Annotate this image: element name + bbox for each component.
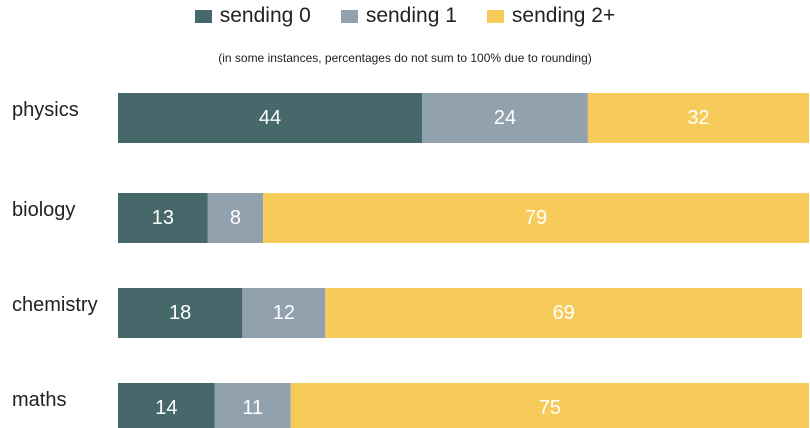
rounding-note: (in some instances, percentages do not s… xyxy=(218,51,592,65)
legend-swatch-sending-0 xyxy=(194,9,212,23)
value-label-biology-series-1: 8 xyxy=(230,207,241,229)
category-label-maths: maths xyxy=(12,389,66,411)
bar-biology-series-1 xyxy=(207,193,264,243)
legend-item-sending-0: sending 0 xyxy=(194,4,311,28)
bar-biology-series-2 xyxy=(263,193,809,243)
legend-label-sending-0: sending 0 xyxy=(219,4,311,27)
value-label-chemistry-series-2: 69 xyxy=(553,302,575,324)
legend-swatch-sending-1 xyxy=(340,9,358,23)
category-label-physics: physics xyxy=(12,99,79,121)
category-label-biology: biology xyxy=(12,199,75,221)
value-label-chemistry-series-1: 12 xyxy=(273,302,295,324)
bar-physics-series-2 xyxy=(587,93,809,143)
value-label-biology-series-2: 79 xyxy=(525,207,547,229)
chart-legend: sending 0 sending 1 sending 2+ xyxy=(0,4,810,28)
value-label-chemistry-series-0: 18 xyxy=(169,302,191,324)
value-label-maths-series-2: 75 xyxy=(539,397,561,419)
bar-chemistry-series-1 xyxy=(242,288,326,338)
legend-label-sending-1: sending 1 xyxy=(365,4,457,27)
bar-physics-series-0 xyxy=(118,93,423,143)
category-label-chemistry: chemistry xyxy=(12,294,98,316)
bar-maths-series-0 xyxy=(118,383,215,428)
legend-label-sending-2plus: sending 2+ xyxy=(511,4,616,27)
value-label-physics-series-2: 32 xyxy=(687,107,709,129)
value-label-physics-series-0: 44 xyxy=(259,107,281,129)
value-label-physics-series-1: 24 xyxy=(494,107,516,129)
legend-item-sending-1: sending 1 xyxy=(340,4,457,28)
bar-maths-series-2 xyxy=(290,383,809,428)
value-label-maths-series-0: 14 xyxy=(155,397,177,419)
legend-item-sending-2plus: sending 2+ xyxy=(486,4,616,28)
bar-maths-series-1 xyxy=(214,383,291,428)
value-label-maths-series-1: 11 xyxy=(242,397,263,419)
bar-chemistry-series-0 xyxy=(118,288,243,338)
bar-chemistry-series-2 xyxy=(325,288,803,338)
value-label-biology-series-0: 13 xyxy=(152,207,174,229)
legend-swatch-sending-2plus xyxy=(486,9,504,23)
bar-physics-series-1 xyxy=(422,93,588,143)
bar-biology-series-0 xyxy=(118,193,208,243)
